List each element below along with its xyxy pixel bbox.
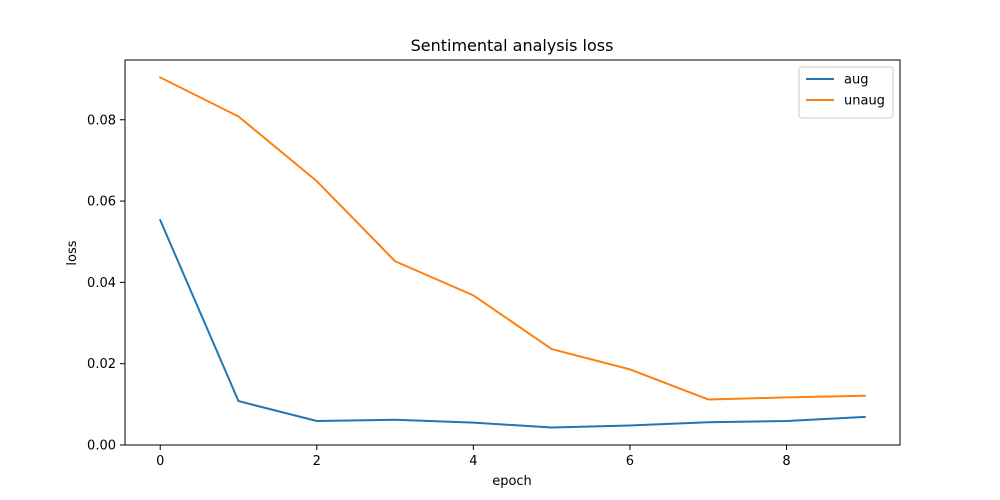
y-tick-label: 0.08 [87, 113, 116, 128]
y-axis: 0.00 0.02 0.04 0.06 0.08 [87, 113, 125, 454]
x-axis: 0 2 4 6 8 [156, 445, 791, 469]
plot-frame [124, 59, 901, 446]
series-line-aug [158, 218, 866, 429]
plot-lines [158, 76, 866, 429]
x-axis-label: epoch [492, 474, 532, 489]
series-line-unaug [158, 76, 866, 401]
chart-title: Sentimental analysis loss [411, 36, 614, 55]
x-tick-label: 8 [782, 454, 790, 469]
x-tick-label: 0 [156, 454, 164, 469]
legend-label-aug: aug [844, 73, 868, 88]
x-tick-label: 2 [313, 454, 321, 469]
x-tick-label: 4 [469, 454, 477, 469]
y-tick-label: 0.04 [87, 276, 116, 291]
legend-label-unaug: unaug [844, 94, 885, 109]
x-tick-label: 6 [626, 454, 634, 469]
y-tick-label: 0.06 [87, 195, 116, 210]
y-tick-label: 0.00 [87, 439, 116, 454]
y-axis-label: loss [65, 240, 80, 265]
legend: aug unaug [798, 66, 894, 119]
y-tick-label: 0.02 [87, 357, 116, 372]
